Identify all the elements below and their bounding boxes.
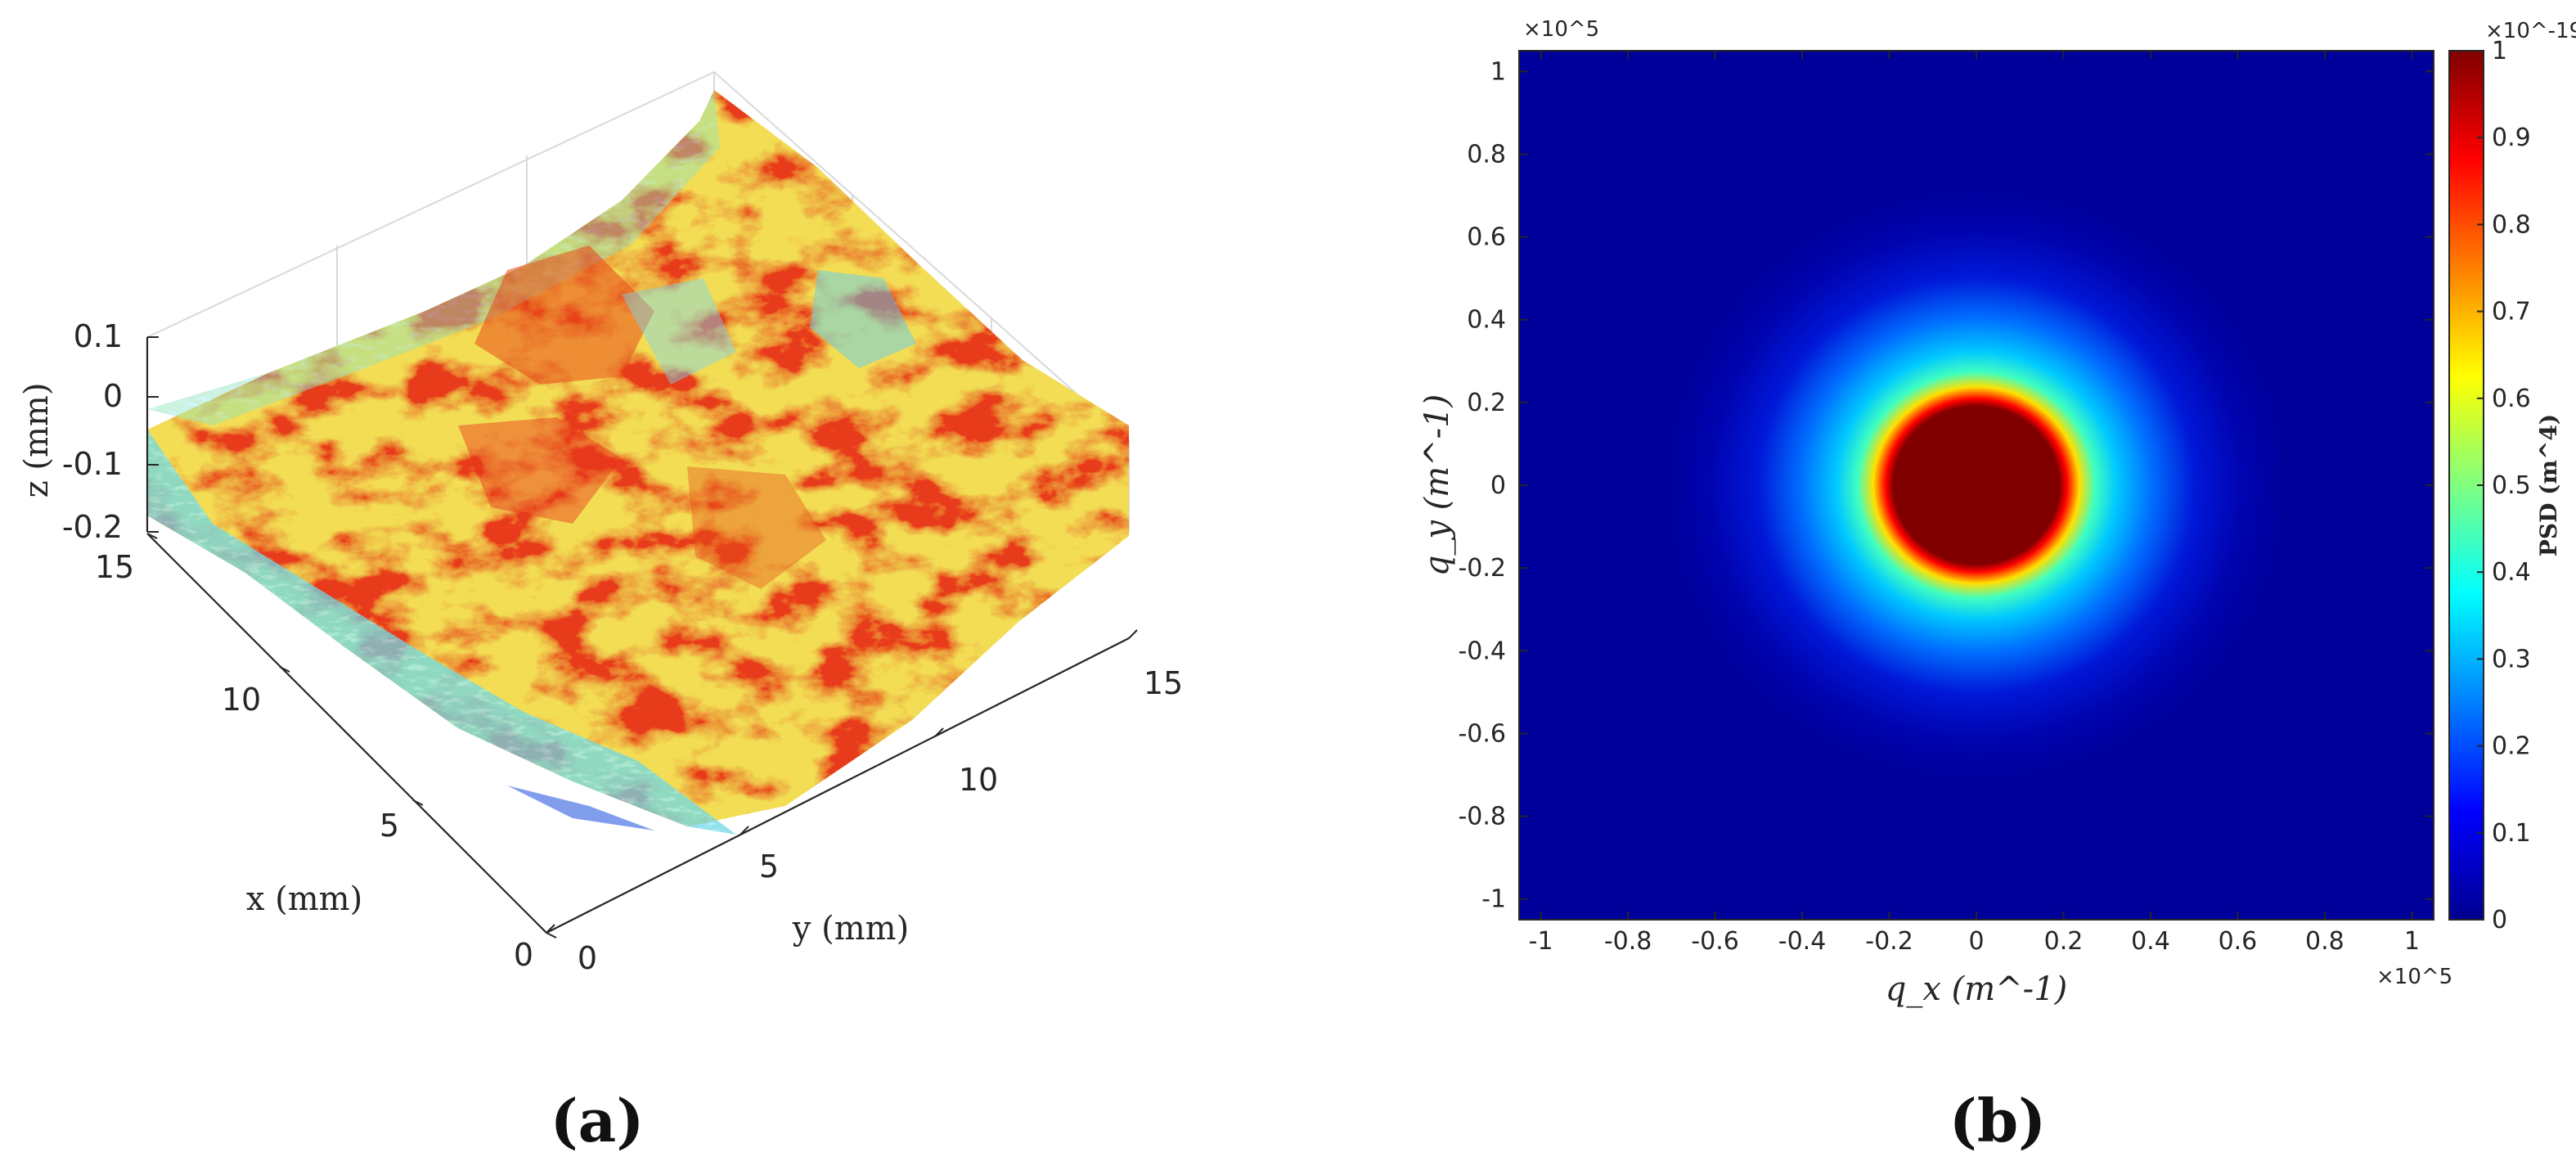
panel-label-b: (b) bbox=[1949, 1086, 2046, 1155]
psd-ring bbox=[1664, 187, 2289, 783]
x-tick-label: 5 bbox=[380, 808, 399, 844]
x-tick-label: 15 bbox=[95, 549, 134, 585]
qx-tick-label: -1 bbox=[1529, 927, 1553, 956]
y-ticks bbox=[546, 629, 1138, 934]
colorbar-multiplier: ×10^-19 bbox=[2485, 19, 2576, 43]
qy-tick-label: 0 bbox=[1490, 471, 1506, 500]
qy-tick-label: 1 bbox=[1490, 57, 1506, 86]
psd-heatmap: -1 -0.8 -0.6 -0.4 -0.2 0 0.2 0.4 0.6 0.8 1 1 0.8 0.6… bbox=[1418, 17, 2452, 1008]
colorbar-label: PSD (m^4) bbox=[2535, 414, 2562, 556]
qy-tick-label: 0.6 bbox=[1467, 223, 1506, 252]
y-tick-label: 15 bbox=[1144, 665, 1183, 701]
colorbar-ticks: 1 0.9 0.8 0.7 0.6 0.5 0.4 0.3 0.2 0.1 0 bbox=[2477, 37, 2531, 934]
heatmap-y-ticks: 1 0.8 0.6 0.4 0.2 0 -0.2 -0.4 -0.6 -0.8 -1 bbox=[1458, 57, 2434, 914]
x-tick-label: 0 bbox=[514, 937, 533, 973]
y-tick-label: 5 bbox=[759, 849, 779, 885]
qy-tick-label: -0.2 bbox=[1458, 554, 1506, 583]
qy-tick-label: -0.8 bbox=[1458, 803, 1506, 831]
qy-tick-label: 0.8 bbox=[1467, 140, 1506, 169]
qx-tick-label: -0.4 bbox=[1778, 927, 1827, 956]
x-axis-label: x (mm) bbox=[246, 880, 362, 918]
surface-mesh bbox=[147, 90, 1129, 835]
surface-plot: 0.1 0 -0.1 -0.2 z (mm) 15 10 5 0 x (mm) … bbox=[18, 71, 1183, 976]
qx-tick-label: -0.8 bbox=[1604, 927, 1652, 956]
qx-tick-label: 1 bbox=[2404, 927, 2420, 956]
x-tick-label: 10 bbox=[222, 682, 261, 718]
qx-axis-label: q_x (m^-1) bbox=[1886, 970, 2068, 1008]
colorbar-tick-label: 0.5 bbox=[2492, 471, 2531, 500]
colorbar-tick-label: 0.8 bbox=[2492, 210, 2531, 239]
qx-tick-label: 0.4 bbox=[2131, 927, 2170, 956]
qy-tick-label: 0.2 bbox=[1467, 389, 1506, 417]
colorbar-tick-label: 0.3 bbox=[2492, 645, 2531, 673]
qy-tick-label: -1 bbox=[1481, 885, 1506, 914]
z-tick-label: -0.1 bbox=[62, 446, 123, 482]
z-ticks bbox=[147, 336, 159, 533]
y-axis-label: y (mm) bbox=[792, 910, 909, 948]
qy-tick-label: -0.4 bbox=[1458, 637, 1506, 665]
z-tick-label: 0.1 bbox=[74, 318, 123, 354]
colorbar-tick-label: 0 bbox=[2492, 906, 2507, 934]
x-multiplier: ×10^5 bbox=[2376, 965, 2452, 989]
x-ticks bbox=[146, 533, 557, 939]
qx-tick-label: 0 bbox=[1968, 927, 1984, 956]
colorbar-tick-label: 1 bbox=[2492, 37, 2507, 65]
surface-axes bbox=[146, 337, 1130, 934]
qy-tick-label: 0.4 bbox=[1467, 306, 1506, 335]
z-axis-label: z (mm) bbox=[18, 383, 56, 498]
qx-tick-label: -0.2 bbox=[1865, 927, 1913, 956]
colorbar-tick-label: 0.2 bbox=[2492, 732, 2531, 761]
colorbar-tick-label: 0.6 bbox=[2492, 385, 2531, 413]
panel-label-a: (a) bbox=[551, 1086, 645, 1155]
colorbar-tick-label: 0.1 bbox=[2492, 819, 2531, 848]
qy-axis-label: q_y (m^-1) bbox=[1418, 394, 1456, 577]
z-tick-label: -0.2 bbox=[62, 509, 123, 545]
qx-tick-label: -0.6 bbox=[1691, 927, 1739, 956]
qx-tick-label: 0.6 bbox=[2219, 927, 2258, 956]
y-tick-label: 10 bbox=[959, 762, 998, 798]
colorbar-tick-label: 0.9 bbox=[2492, 124, 2531, 152]
y-tick-label: 0 bbox=[578, 940, 597, 976]
qx-tick-label: 0.2 bbox=[2044, 927, 2084, 956]
qy-tick-label: -0.6 bbox=[1458, 719, 1506, 748]
heatmap-x-ticks: -1 -0.8 -0.6 -0.4 -0.2 0 0.2 0.4 0.6 0.8 1 bbox=[1529, 51, 2420, 956]
y-multiplier: ×10^5 bbox=[1523, 17, 1599, 42]
qx-tick-label: 0.8 bbox=[2305, 927, 2344, 956]
z-tick-label: 0 bbox=[103, 378, 123, 414]
colorbar-tick-label: 0.7 bbox=[2492, 298, 2531, 326]
colorbar-tick-label: 0.4 bbox=[2492, 558, 2531, 587]
colorbar: 1 0.9 0.8 0.7 0.6 0.5 0.4 0.3 0.2 0.1 0 ×10^-19 PS… bbox=[2448, 19, 2576, 934]
